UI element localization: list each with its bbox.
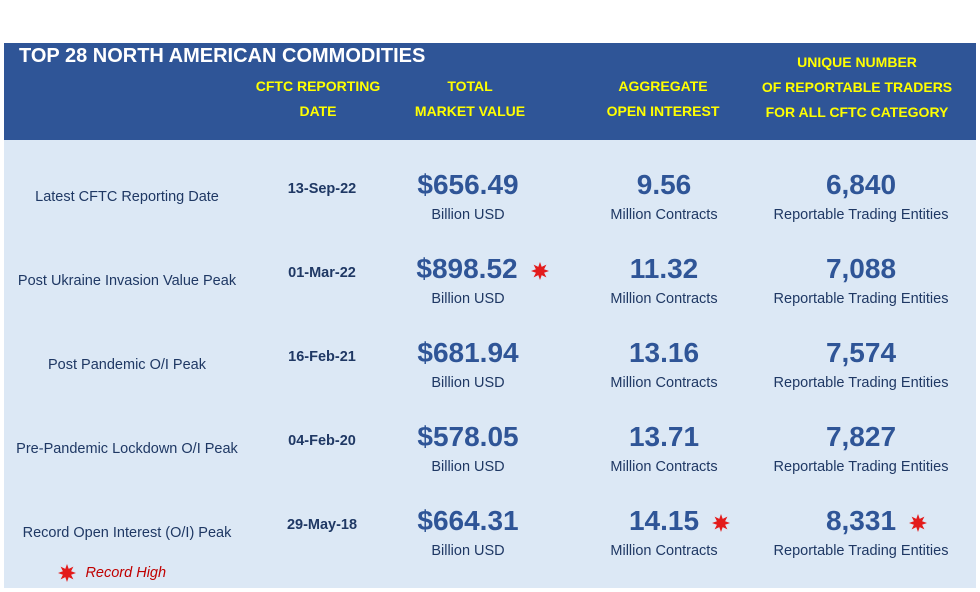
trader-count: 8,331 [772, 505, 980, 537]
open-interest: 9.56 [582, 169, 746, 201]
open-interest-number: 14.15 [628, 505, 700, 536]
header-traders-line3: FOR ALL CFTC CATEGORY [765, 104, 949, 120]
record-high-star-icon [530, 261, 549, 280]
table-row: Record Open Interest (O/I) Peak 29-May-1… [4, 493, 976, 577]
trader-count-unit: Reportable Trading Entities [773, 291, 949, 307]
header-traders-line1: UNIQUE NUMBER [797, 54, 917, 70]
table-row: Latest CFTC Reporting Date 13-Sep-22 $65… [4, 157, 976, 241]
open-interest-number: 9.56 [636, 169, 692, 200]
open-interest-number: 13.71 [628, 421, 700, 452]
market-value: $664.31 [385, 505, 551, 537]
record-high-star-icon [909, 513, 928, 532]
trader-count-unit: Reportable Trading Entities [773, 375, 949, 391]
market-value-unit: Billion USD [431, 459, 505, 475]
open-interest-unit: Million Contracts [610, 375, 718, 391]
open-interest: 13.16 [582, 337, 746, 369]
record-high-star-icon [712, 513, 731, 532]
header-open-interest: AGGREGATE OPEN INTEREST [588, 74, 738, 124]
row-date: 04-Feb-20 [288, 433, 356, 449]
market-value-number: $578.05 [417, 421, 519, 452]
market-value-unit: Billion USD [431, 543, 505, 559]
open-interest-number: 13.16 [628, 337, 700, 368]
open-interest-unit: Million Contracts [610, 291, 718, 307]
open-interest: 14.15 [598, 505, 762, 537]
trader-count: 6,840 [756, 169, 966, 201]
market-value-number: $656.49 [417, 169, 519, 200]
header-value-line2: MARKET VALUE [414, 103, 526, 119]
header-date: CFTC REPORTING DATE [252, 74, 384, 124]
header-traders: UNIQUE NUMBER OF REPORTABLE TRADERS FOR … [752, 50, 962, 125]
row-date: 13-Sep-22 [287, 181, 357, 197]
market-value: $898.52 [400, 253, 566, 285]
header-value-line1: TOTAL [447, 78, 493, 94]
trader-count-unit: Reportable Trading Entities [773, 207, 949, 223]
table-header [4, 43, 976, 140]
open-interest-unit: Million Contracts [610, 207, 718, 223]
table-row: Post Ukraine Invasion Value Peak 01-Mar-… [4, 241, 976, 325]
row-label: Record Open Interest (O/I) Peak [22, 525, 232, 541]
market-value-number: $664.31 [417, 505, 519, 536]
table-row: Pre-Pandemic Lockdown O/I Peak 04-Feb-20… [4, 409, 976, 493]
header-date-line2: DATE [299, 103, 337, 119]
trader-count-number: 6,840 [825, 169, 897, 200]
header-oi-line1: AGGREGATE [618, 78, 708, 94]
row-date: 29-May-18 [286, 517, 358, 533]
open-interest-unit: Million Contracts [610, 543, 718, 559]
trader-count-unit: Reportable Trading Entities [773, 459, 949, 475]
header-date-line1: CFTC REPORTING [255, 78, 381, 94]
open-interest: 11.32 [582, 253, 746, 285]
header-oi-line2: OPEN INTEREST [606, 103, 720, 119]
trader-count-number: 7,088 [825, 253, 897, 284]
header-traders-line2: OF REPORTABLE TRADERS [761, 79, 953, 95]
open-interest: 13.71 [582, 421, 746, 453]
row-label: Pre-Pandemic Lockdown O/I Peak [16, 441, 238, 457]
market-value: $656.49 [385, 169, 551, 201]
legend: Record High [57, 563, 166, 583]
market-value-unit: Billion USD [431, 291, 505, 307]
trader-count-number: 7,574 [825, 337, 897, 368]
row-date: 01-Mar-22 [288, 265, 356, 281]
market-value-number: $898.52 [416, 253, 518, 284]
table-row: Post Pandemic O/I Peak 16-Feb-21 $681.94… [4, 325, 976, 409]
market-value: $578.05 [385, 421, 551, 453]
row-label: Post Ukraine Invasion Value Peak [17, 273, 237, 289]
row-label: Post Pandemic O/I Peak [48, 357, 206, 373]
trader-count-unit: Reportable Trading Entities [773, 543, 949, 559]
page-title: TOP 28 NORTH AMERICAN COMMODITIES [19, 45, 426, 67]
red-star-icon [58, 564, 76, 582]
trader-count: 7,574 [756, 337, 966, 369]
trader-count-number: 7,827 [825, 421, 897, 452]
legend-label: Record High [85, 565, 167, 581]
open-interest-number: 11.32 [629, 253, 699, 284]
trader-count-number: 8,331 [825, 505, 897, 536]
row-label: Latest CFTC Reporting Date [35, 189, 219, 205]
market-value: $681.94 [385, 337, 551, 369]
row-date: 16-Feb-21 [288, 349, 356, 365]
trader-count: 7,088 [756, 253, 966, 285]
market-value-number: $681.94 [417, 337, 519, 368]
header-value: TOTAL MARKET VALUE [395, 74, 545, 124]
trader-count: 7,827 [756, 421, 966, 453]
market-value-unit: Billion USD [431, 207, 505, 223]
open-interest-unit: Million Contracts [610, 459, 718, 475]
market-value-unit: Billion USD [431, 375, 505, 391]
